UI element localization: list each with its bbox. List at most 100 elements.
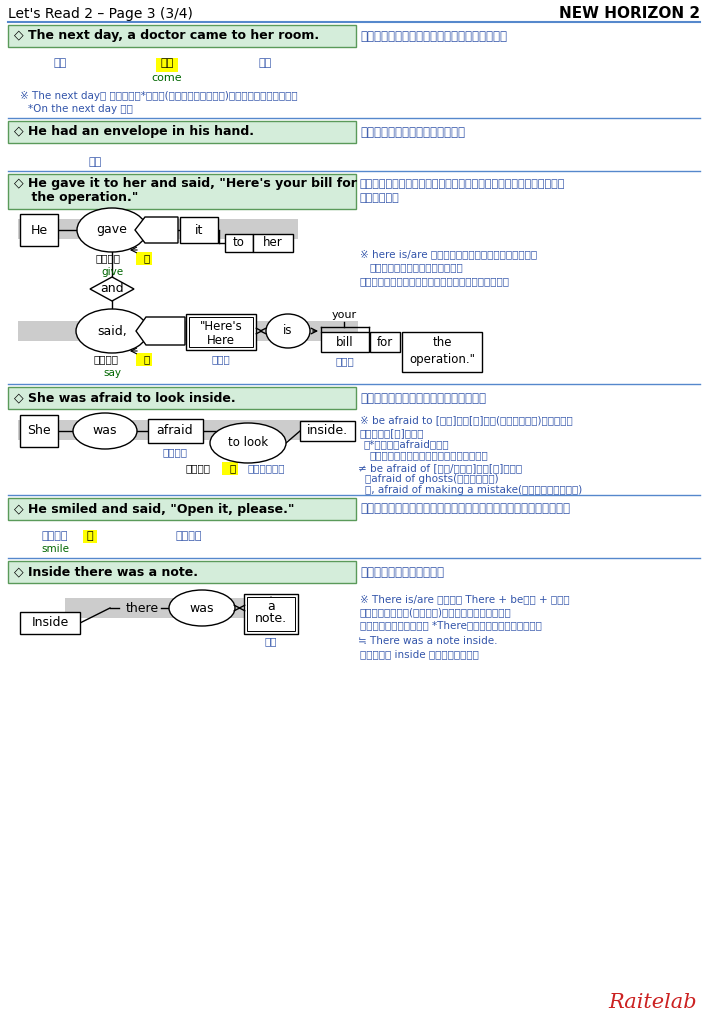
Bar	[222, 462, 238, 475]
Text: ※ here is/are ～：　｛人に何かを見せる時の表現｝: ※ here is/are ～： ｛人に何かを見せる時の表現｝	[360, 249, 537, 259]
Bar	[244, 594, 298, 634]
Text: operation.": operation."	[409, 353, 475, 367]
Text: た: た	[144, 253, 150, 263]
Bar	[136, 252, 152, 265]
Text: 不定詞はこれからすることのイメージ: 不定詞はこれからすることのイメージ	[370, 450, 489, 460]
Text: to look: to look	[228, 436, 268, 450]
Text: He: He	[30, 223, 48, 237]
Ellipse shape	[266, 314, 310, 348]
Bar	[225, 234, 253, 252]
Bar	[83, 530, 97, 543]
Bar	[180, 217, 218, 243]
Text: , afraid of making a mistake(まちがえるのが怖い): , afraid of making a mistake(まちがえるのが怖い)	[365, 485, 582, 495]
Text: 来た: 来た	[160, 58, 174, 68]
Text: 彼は手に封筒を持っていました。: 彼は手に封筒を持っていました。	[360, 126, 465, 138]
Bar	[300, 421, 355, 441]
Ellipse shape	[73, 413, 137, 449]
Text: say: say	[103, 368, 121, 378]
Text: was: was	[93, 425, 117, 437]
Text: come: come	[152, 73, 182, 83]
Text: 次の: 次の	[53, 58, 67, 68]
Text: ◇ She was afraid to look inside.: ◇ She was afraid to look inside.	[14, 391, 235, 404]
Text: 内側を・に: 内側を・に	[248, 463, 286, 473]
Text: ◇ The next day, a doctor came to her room.: ◇ The next day, a doctor came to her roo…	[14, 30, 319, 43]
Text: ここでは inside を文頭におき強調: ここでは inside を文頭におき強調	[360, 649, 479, 659]
Bar	[20, 612, 80, 634]
Text: た: た	[144, 354, 150, 364]
Ellipse shape	[76, 309, 148, 353]
Text: there: there	[125, 601, 159, 614]
Text: 〜を開く: 〜を開く	[175, 531, 201, 541]
Text: 求書です。」: 求書です。」	[360, 193, 400, 203]
Polygon shape	[135, 217, 178, 243]
Text: だ: だ	[86, 531, 94, 541]
Text: こちらが～だ、ここに～がある: こちらが～だ、ここに～がある	[370, 262, 464, 272]
Bar	[253, 234, 293, 252]
Bar	[8, 498, 356, 520]
Text: 彼はほほえんで言いました、「それを開けてください、どうか。」: 彼はほほえんで言いました、「それを開けてください、どうか。」	[360, 503, 570, 515]
Text: ほほえん: ほほえん	[42, 531, 68, 541]
Text: 彼女は中を見ることをこわがりました。: 彼女は中を見ることをこわがりました。	[360, 391, 486, 404]
Bar	[186, 314, 256, 350]
Text: ≠ be afraid of [名詞/動名詞]：　[　]が怖い: ≠ be afraid of [名詞/動名詞]： [ ]が怖い	[358, 463, 522, 473]
Text: 、怖くて[　]しない: 、怖くて[ ]しない	[360, 428, 425, 438]
Bar	[8, 561, 356, 583]
Bar	[370, 332, 400, 352]
Bar	[8, 387, 356, 409]
Text: afraid: afraid	[157, 425, 194, 437]
Text: Let's Read 2 – Page 3 (3/4): Let's Read 2 – Page 3 (3/4)	[8, 7, 193, 22]
Bar	[18, 219, 298, 239]
Bar	[189, 317, 253, 347]
Text: the: the	[432, 336, 452, 348]
Text: 請求書: 請求書	[335, 356, 354, 366]
Text: ◇ He gave it to her and said, "Here's your bill for: ◇ He gave it to her and said, "Here's yo…	[14, 177, 357, 190]
Bar	[8, 174, 356, 209]
Bar	[321, 332, 369, 352]
Text: note.: note.	[255, 611, 287, 625]
Text: ※ There is/are の文　＜ There + be動詞 + 主語＞: ※ There is/are の文 ＜ There + be動詞 + 主語＞	[360, 594, 569, 604]
Text: gave: gave	[96, 223, 128, 237]
Text: inside.: inside.	[306, 425, 347, 437]
Bar	[20, 214, 58, 246]
Text: 部屋: 部屋	[258, 58, 272, 68]
Text: the operation.": the operation."	[14, 191, 138, 205]
Text: 彼はそれを彼女に手渡して言いました、「こちらがあなたの手術の請: 彼はそれを彼女に手渡して言いました、「こちらがあなたの手術の請	[360, 179, 565, 189]
Text: and: and	[100, 283, 124, 296]
Ellipse shape	[77, 208, 147, 252]
Text: *不定詞でafraidを説明: *不定詞でafraidを説明	[364, 439, 450, 449]
Text: it: it	[195, 223, 203, 237]
Bar	[247, 597, 295, 631]
Bar	[156, 58, 178, 72]
Text: 「主語がある・いる」 *Thereに「そこに」の意味はない: 「主語がある・いる」 *Thereに「そこに」の意味はない	[360, 620, 542, 630]
Text: afraid of ghosts(お化けが怖い): afraid of ghosts(お化けが怖い)	[365, 474, 498, 484]
Text: bill: bill	[336, 336, 354, 348]
Text: ≒ There was a note inside.: ≒ There was a note inside.	[358, 636, 498, 646]
Text: ※ be afraid to [動詞]：　[　]する(しようとする)ことが怖い: ※ be afraid to [動詞]： [ ]する(しようとする)ことが怖い	[360, 415, 573, 425]
Text: Here: Here	[207, 334, 235, 346]
Text: She: She	[27, 425, 51, 437]
Text: その習日、ある医師が彼女の部屋に来ました。: その習日、ある医師が彼女の部屋に来ました。	[360, 30, 507, 43]
Text: ｛未特定のもの(人を含む)の存在を話題に出す時｝: ｛未特定のもの(人を含む)の存在を話題に出す時｝	[360, 607, 512, 617]
Text: ◇ Inside there was a note.: ◇ Inside there was a note.	[14, 565, 198, 579]
Text: ※ The next day： その習日　*前の文(ある日について記載)からの推定で特定される: ※ The next day： その習日 *前の文(ある日について記載)からの推…	[20, 91, 298, 101]
Bar	[8, 25, 356, 47]
Bar	[148, 419, 203, 443]
Text: for: for	[377, 336, 393, 348]
Text: *On the next day も可: *On the next day も可	[28, 104, 133, 114]
Text: give: give	[101, 267, 123, 278]
Text: を: を	[230, 463, 236, 473]
Text: 主語や動詞などの位置が入れ替わっている文（倒置）: 主語や動詞などの位置が入れ替わっている文（倒置）	[360, 276, 510, 286]
Bar	[65, 598, 285, 618]
Text: your: your	[331, 310, 357, 319]
Text: ここに: ここに	[211, 354, 230, 364]
Bar	[8, 121, 356, 143]
Text: said,: said,	[97, 325, 127, 338]
Ellipse shape	[169, 590, 235, 626]
Text: 〜を与え: 〜を与え	[95, 253, 120, 263]
Text: smile: smile	[41, 544, 69, 554]
Bar	[18, 420, 333, 440]
Bar	[18, 321, 358, 341]
Text: to: to	[233, 237, 245, 250]
Text: Inside: Inside	[31, 616, 69, 630]
Text: メモ: メモ	[264, 636, 277, 646]
